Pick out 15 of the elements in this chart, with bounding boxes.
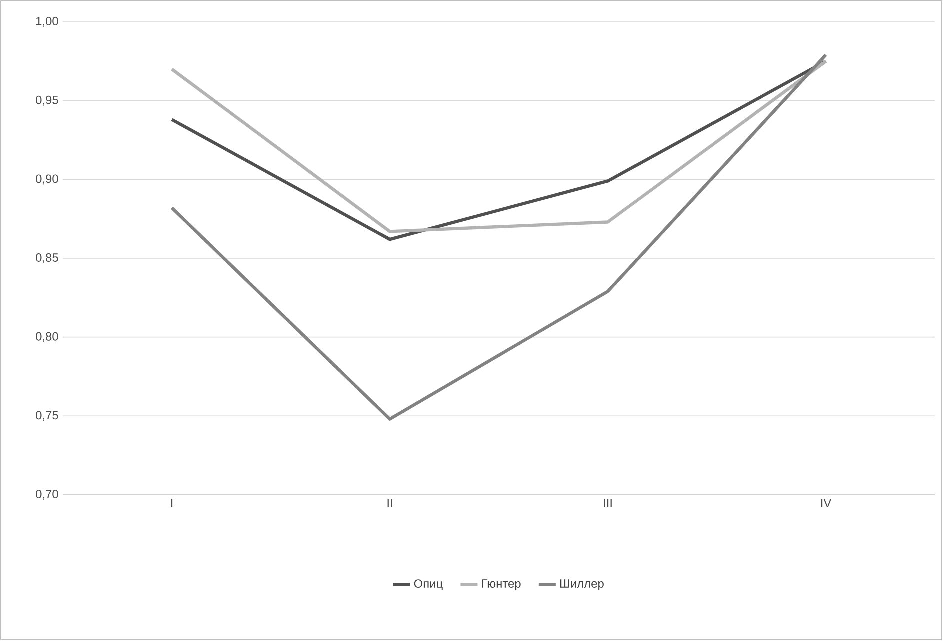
y-tick-label: 1,00 — [36, 17, 58, 27]
legend-label: Шиллер — [560, 580, 604, 590]
y-tick-label: 0,75 — [36, 411, 58, 422]
y-tick-label: 0,80 — [36, 332, 58, 342]
legend-label: Гюнтер — [482, 580, 521, 590]
line-series — [170, 53, 828, 421]
x-tick-label: III — [604, 499, 612, 508]
y-tick-label: 0,90 — [36, 174, 58, 185]
y-tick-label: 0,85 — [36, 254, 58, 264]
x-tick-label: IV — [821, 499, 832, 508]
y-tick-label: 0,70 — [36, 490, 58, 500]
legend-label: Опиц — [414, 580, 443, 590]
x-tick-label: II — [388, 499, 392, 508]
x-tick-label: I — [171, 499, 173, 508]
y-tick-label: 0,95 — [36, 96, 58, 106]
